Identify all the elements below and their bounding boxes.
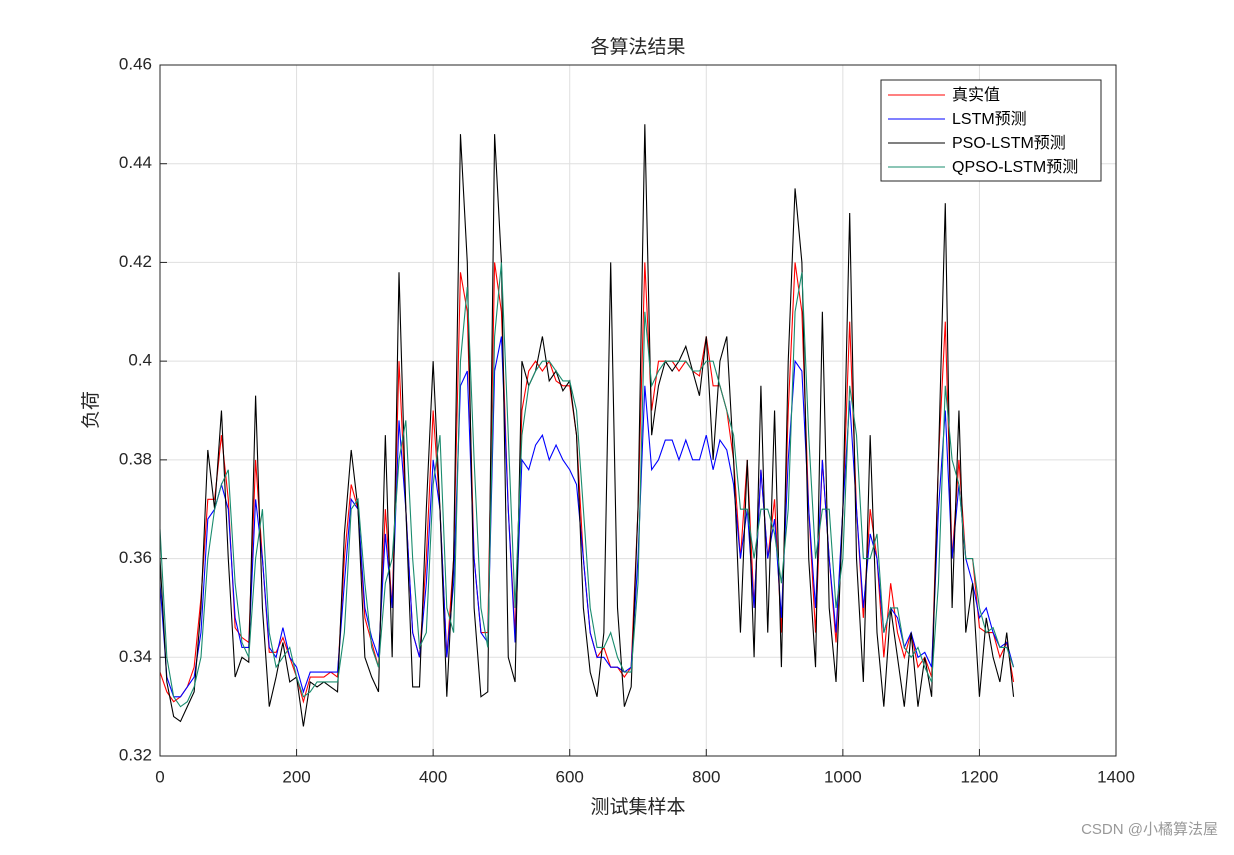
x-tick-label: 1000	[824, 767, 862, 786]
y-tick-label: 0.4	[128, 351, 152, 370]
series-line	[159, 336, 1015, 698]
y-tick-label: 0.42	[119, 252, 152, 271]
x-tick-label: 0	[155, 767, 164, 786]
y-tick-label: 0.38	[119, 449, 152, 468]
legend-label: LSTM预测	[952, 110, 1027, 128]
x-tick-label: 600	[556, 767, 584, 786]
chart-title: 各算法结果	[590, 36, 685, 58]
y-tick-label: 0.32	[119, 745, 152, 764]
legend-label: 真实值	[952, 86, 1000, 104]
x-tick-label: 1200	[961, 767, 999, 786]
x-tick-label: 800	[692, 767, 720, 786]
y-tick-label: 0.36	[119, 548, 152, 567]
y-tick-label: 0.46	[119, 54, 152, 73]
x-axis-label: 测试集样本	[590, 796, 685, 818]
legend-label: PSO-LSTM预测	[952, 134, 1066, 152]
axes-box	[159, 64, 1117, 757]
legend-box	[880, 79, 1102, 182]
y-tick-label: 0.34	[119, 647, 152, 666]
legend-label: QPSO-LSTM预测	[952, 158, 1078, 176]
y-tick-label: 0.44	[119, 153, 152, 172]
plot-lines	[159, 124, 1015, 727]
series-line	[159, 262, 1015, 708]
y-axis-label: 负荷	[80, 391, 102, 429]
x-tick-label: 1400	[1097, 767, 1135, 786]
watermark: CSDN @小橘算法屋	[1081, 820, 1218, 838]
series-line	[159, 124, 1015, 727]
x-tick-label: 400	[419, 767, 447, 786]
legend: 真实值 LSTM预测 PSO-LSTM预测 QPSO-LSTM预测	[880, 79, 1102, 182]
x-tick-label: 200	[282, 767, 310, 786]
